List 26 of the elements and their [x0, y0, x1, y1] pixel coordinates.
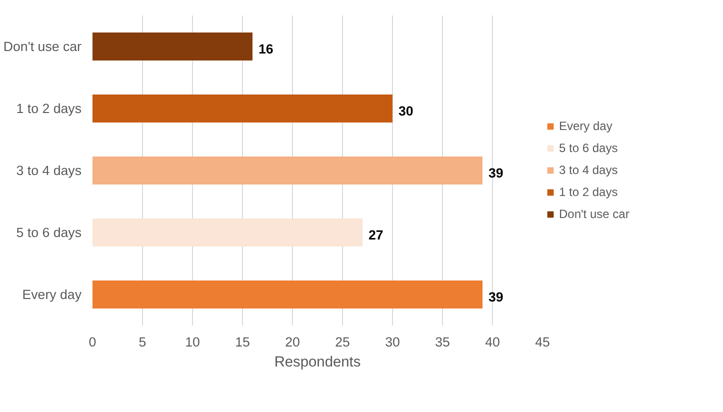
x-tick-label: 25 — [335, 334, 350, 350]
legend-label: Don't use car — [559, 207, 630, 221]
x-tick-label: 45 — [535, 334, 550, 350]
data-label: 39 — [488, 166, 504, 180]
y-tick-label: 1 to 2 days — [16, 101, 82, 116]
x-tick-label: 5 — [138, 334, 146, 350]
x-tick-label: 30 — [385, 334, 400, 350]
y-tick-label: 5 to 6 days — [16, 225, 82, 240]
x-tick-label: 40 — [485, 334, 500, 350]
legend-label: Every day — [559, 119, 612, 133]
data-label: 27 — [368, 228, 384, 242]
x-axis-title: Respondents — [274, 354, 361, 370]
data-label: 39 — [488, 290, 504, 304]
y-tick-label: 3 to 4 days — [16, 163, 82, 178]
legend-label: 1 to 2 days — [559, 185, 618, 199]
x-tick-label: 15 — [235, 334, 250, 350]
y-tick-label: Every day — [22, 287, 82, 302]
x-tick-label: 10 — [185, 334, 200, 350]
data-label: 16 — [258, 42, 274, 56]
x-tick-label: 0 — [88, 334, 96, 350]
legend-label: 3 to 4 days — [559, 163, 618, 177]
data-label: 30 — [398, 104, 414, 118]
y-tick-label: Don't use car — [3, 39, 82, 54]
x-tick-label: 35 — [435, 334, 450, 350]
x-tick-label: 20 — [285, 334, 300, 350]
legend-label: 5 to 6 days — [559, 141, 618, 155]
